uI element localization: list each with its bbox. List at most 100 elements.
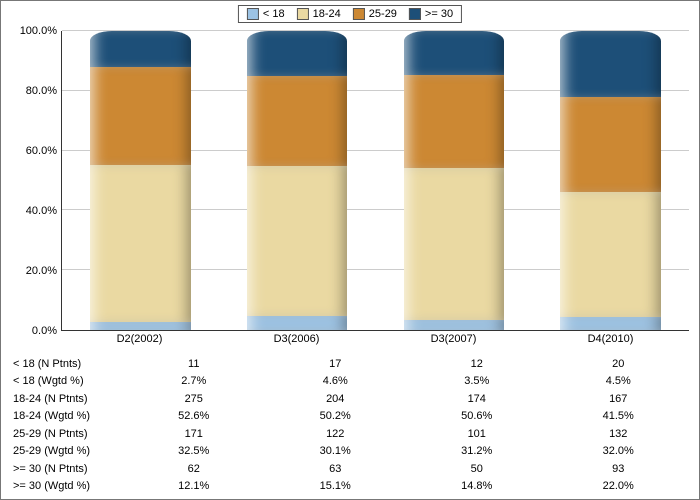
cell: 52.6% [123, 410, 265, 422]
legend-swatch-1824 [297, 8, 309, 20]
y-axis: 0.0% 20.0% 40.0% 60.0% 80.0% 100.0% [11, 31, 61, 331]
row-label: >= 30 (N Ptnts) [11, 463, 123, 475]
cell: 93 [548, 463, 690, 475]
stacked-bar [560, 31, 660, 330]
bar-seg-2529 [560, 97, 660, 193]
y-tick-label: 60.0% [11, 145, 57, 157]
legend: < 18 18-24 25-29 >= 30 [238, 5, 462, 23]
cell: 22.0% [548, 480, 690, 492]
x-tick-label: D4(2010) [532, 333, 689, 351]
y-tick-label: 0.0% [11, 325, 57, 337]
stacked-bar [90, 31, 190, 330]
legend-swatch-lt18 [247, 8, 259, 20]
cell: 132 [548, 428, 690, 440]
legend-label: >= 30 [425, 8, 453, 20]
legend-label: < 18 [263, 8, 285, 20]
row-label: 25-29 (Wgtd %) [11, 445, 123, 457]
cell: 50 [406, 463, 548, 475]
legend-label: 25-29 [369, 8, 397, 20]
row-label: 18-24 (Wgtd %) [11, 410, 123, 422]
stacked-bar [247, 31, 347, 330]
cell: 50.6% [406, 410, 548, 422]
bar-seg-1824 [560, 192, 660, 316]
legend-item-lt18: < 18 [247, 8, 285, 20]
cell: 2.7% [123, 375, 265, 387]
bar-col-1 [219, 31, 376, 330]
table-row: < 18 (N Ptnts) 11 17 12 20 [11, 355, 689, 373]
y-tick-label: 80.0% [11, 85, 57, 97]
table-row: 18-24 (N Ptnts) 275 204 174 167 [11, 390, 689, 408]
cell: 101 [406, 428, 548, 440]
cell: 12 [406, 358, 548, 370]
cell: 63 [265, 463, 407, 475]
cell: 174 [406, 393, 548, 405]
y-tick-label: 40.0% [11, 205, 57, 217]
bar-seg-1824 [247, 166, 347, 316]
y-tick-label: 20.0% [11, 265, 57, 277]
table-row: 25-29 (Wgtd %) 32.5% 30.1% 31.2% 32.0% [11, 443, 689, 461]
bar-seg-2529 [404, 75, 504, 168]
legend-swatch-2529 [353, 8, 365, 20]
bar-seg-lt18 [247, 316, 347, 330]
row-label: 18-24 (N Ptnts) [11, 393, 123, 405]
bar-seg-2529 [247, 76, 347, 166]
table-row: >= 30 (N Ptnts) 62 63 50 93 [11, 460, 689, 478]
table-row: 25-29 (N Ptnts) 171 122 101 132 [11, 425, 689, 443]
plot-area: 0.0% 20.0% 40.0% 60.0% 80.0% 100.0% [11, 31, 689, 331]
cell: 12.1% [123, 480, 265, 492]
row-label: < 18 (N Ptnts) [11, 358, 123, 370]
legend-item-gte30: >= 30 [409, 8, 453, 20]
summary-table: < 18 (N Ptnts) 11 17 12 20 < 18 (Wgtd %)… [11, 355, 689, 495]
bar-seg-gte30 [247, 31, 347, 76]
cell: 62 [123, 463, 265, 475]
row-label: < 18 (Wgtd %) [11, 375, 123, 387]
cell: 14.8% [406, 480, 548, 492]
bars [62, 31, 689, 330]
cell: 32.0% [548, 445, 690, 457]
row-label: 25-29 (N Ptnts) [11, 428, 123, 440]
bar-seg-1824 [404, 168, 504, 319]
bar-seg-lt18 [90, 322, 190, 330]
cell: 171 [123, 428, 265, 440]
cell: 20 [548, 358, 690, 370]
bar-seg-2529 [90, 67, 190, 164]
table-row: 18-24 (Wgtd %) 52.6% 50.2% 50.6% 41.5% [11, 408, 689, 426]
legend-item-2529: 25-29 [353, 8, 397, 20]
bar-seg-1824 [90, 165, 190, 322]
bar-col-0 [62, 31, 219, 330]
bar-seg-gte30 [404, 31, 504, 75]
cell: 41.5% [548, 410, 690, 422]
chart-container: < 18 18-24 25-29 >= 30 0.0% 20.0% 40.0% … [0, 0, 700, 500]
cell: 30.1% [265, 445, 407, 457]
cell: 15.1% [265, 480, 407, 492]
bar-seg-lt18 [404, 320, 504, 330]
x-tick-label: D2(2002) [61, 333, 218, 351]
legend-swatch-gte30 [409, 8, 421, 20]
cell: 50.2% [265, 410, 407, 422]
cell: 4.6% [265, 375, 407, 387]
cell: 204 [265, 393, 407, 405]
legend-item-1824: 18-24 [297, 8, 341, 20]
cell: 3.5% [406, 375, 548, 387]
x-tick-label: D3(2007) [375, 333, 532, 351]
table-row: >= 30 (Wgtd %) 12.1% 15.1% 14.8% 22.0% [11, 478, 689, 496]
x-tick-label: D3(2006) [218, 333, 375, 351]
plot [61, 31, 689, 331]
cell: 17 [265, 358, 407, 370]
row-label: >= 30 (Wgtd %) [11, 480, 123, 492]
cell: 32.5% [123, 445, 265, 457]
cell: 31.2% [406, 445, 548, 457]
cell: 4.5% [548, 375, 690, 387]
cell: 122 [265, 428, 407, 440]
bar-seg-lt18 [560, 317, 660, 330]
y-tick-label: 100.0% [11, 25, 57, 37]
bar-col-3 [532, 31, 689, 330]
cell: 11 [123, 358, 265, 370]
bar-seg-gte30 [90, 31, 190, 67]
legend-label: 18-24 [313, 8, 341, 20]
x-axis-labels: D2(2002) D3(2006) D3(2007) D4(2010) [61, 333, 689, 351]
bar-col-2 [376, 31, 533, 330]
table-row: < 18 (Wgtd %) 2.7% 4.6% 3.5% 4.5% [11, 373, 689, 391]
stacked-bar [404, 31, 504, 330]
cell: 275 [123, 393, 265, 405]
